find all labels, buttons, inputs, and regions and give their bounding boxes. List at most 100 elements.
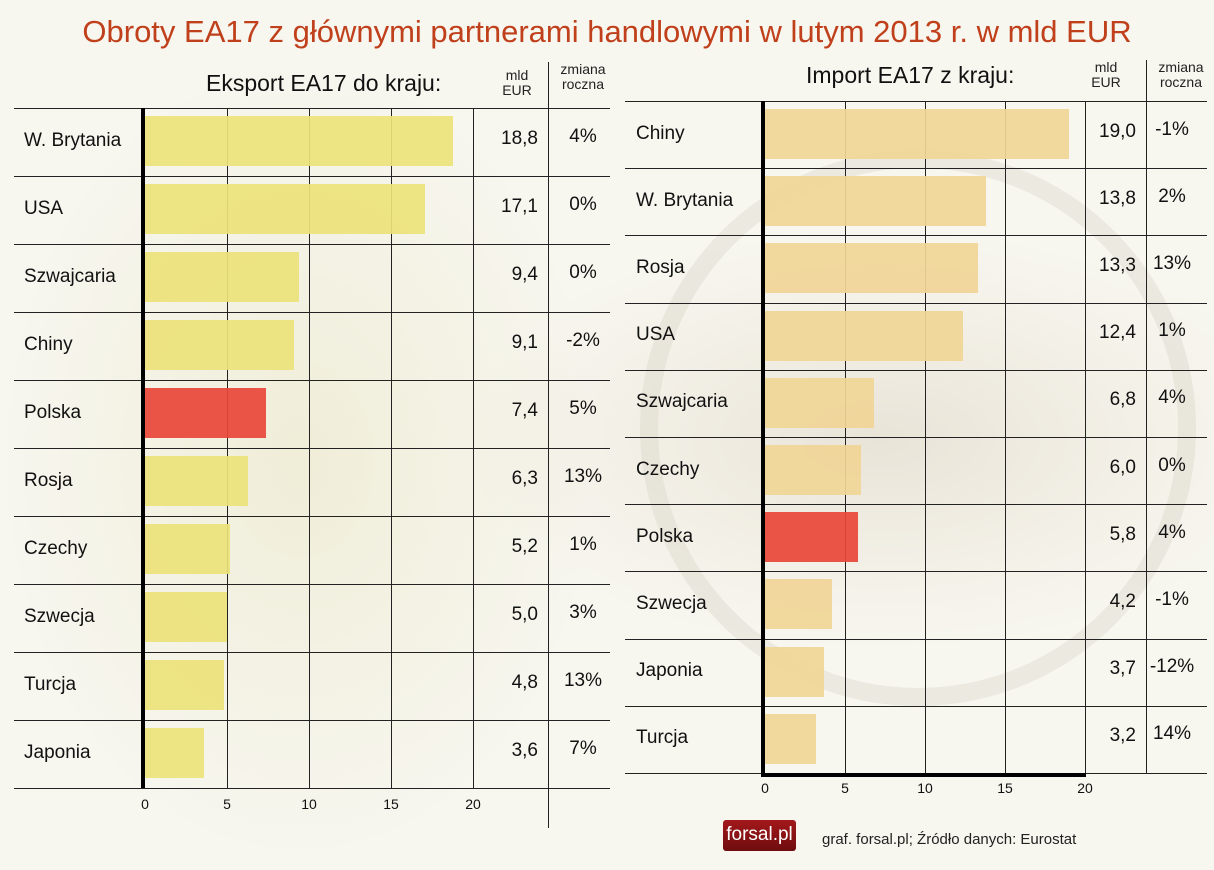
value-label: 5,2 xyxy=(511,536,538,557)
value-label: 3,2 xyxy=(1109,725,1136,747)
value-label: 17,1 xyxy=(501,196,538,217)
change-label: 0% xyxy=(569,194,597,215)
bar-usa xyxy=(145,184,426,234)
x-tick-label: 20 xyxy=(465,796,481,812)
value-label: 4,8 xyxy=(511,672,538,693)
bar-wbrytania xyxy=(145,116,454,166)
value-label: 6,8 xyxy=(1109,389,1136,411)
change-label: -1% xyxy=(1155,589,1189,610)
change-label: -2% xyxy=(566,330,600,351)
row-divider xyxy=(625,638,1207,640)
value-label: 19,0 xyxy=(1099,120,1136,142)
change-header: zmiana roczna xyxy=(560,61,606,92)
category-label: W. Brytania xyxy=(636,189,734,211)
row-divider xyxy=(14,516,610,517)
change-label: -12% xyxy=(1149,656,1195,678)
x-tick-label: 10 xyxy=(301,796,317,812)
value-label: 13,8 xyxy=(1099,187,1136,209)
category-label: Japonia xyxy=(636,660,703,682)
panel-title: Import EA17 z kraju: xyxy=(806,62,1015,88)
value-label: 12,4 xyxy=(1099,322,1136,344)
x-tick-label: 20 xyxy=(1077,780,1093,796)
row-divider xyxy=(14,584,610,585)
row-divider xyxy=(625,168,1207,170)
value-label: 4,2 xyxy=(1109,591,1136,612)
change-label: 4% xyxy=(569,126,597,147)
bar-rosja xyxy=(145,456,249,506)
row-divider xyxy=(625,302,1207,304)
category-label: Czechy xyxy=(24,538,88,559)
row-divider xyxy=(14,448,610,449)
row-divider xyxy=(625,705,1207,707)
bar-rosja xyxy=(765,243,978,294)
category-label: Szwajcaria xyxy=(636,391,728,413)
category-label: Turcja xyxy=(636,727,689,749)
column-separator xyxy=(1146,60,1147,773)
change-label: 1% xyxy=(1158,320,1186,342)
category-label: W. Brytania xyxy=(24,130,122,151)
value-label: 18,8 xyxy=(501,128,538,149)
value-label: 5,0 xyxy=(511,604,538,625)
category-label: USA xyxy=(24,198,64,219)
forsal-logo: forsal.pl xyxy=(723,820,796,851)
category-label: Polska xyxy=(24,402,82,423)
row-divider xyxy=(14,244,610,245)
x-tick-label: 5 xyxy=(223,796,231,812)
panel-title: Eksport EA17 do kraju: xyxy=(206,70,442,96)
change-label: 1% xyxy=(569,534,597,555)
bar-turcja xyxy=(765,713,817,764)
bar-turcja xyxy=(145,660,224,710)
value-label: 9,4 xyxy=(511,264,538,285)
category-label: Rosja xyxy=(24,470,73,491)
bar-polska xyxy=(145,388,267,438)
row-divider xyxy=(625,504,1207,506)
change-label: 13% xyxy=(563,670,603,691)
category-label: Czechy xyxy=(636,458,700,480)
value-label: 3,7 xyxy=(1109,658,1136,680)
row-divider xyxy=(14,380,610,381)
bar-japonia xyxy=(145,728,205,778)
change-label: 14% xyxy=(1152,723,1192,745)
change-label: 0% xyxy=(569,262,597,283)
change-label: 4% xyxy=(1158,521,1186,543)
value-label: 13,3 xyxy=(1099,255,1136,276)
bar-szwajcaria xyxy=(765,377,874,428)
x-tick-label: 15 xyxy=(997,780,1013,796)
row-divider xyxy=(625,101,1207,102)
value-header: mld EUR xyxy=(1091,59,1121,90)
row-divider xyxy=(625,369,1207,371)
bar-wbrytania xyxy=(765,176,986,227)
x-tick-label: 5 xyxy=(841,780,849,796)
bar-szwecja xyxy=(145,592,227,642)
category-label: USA xyxy=(636,324,676,346)
row-divider xyxy=(14,312,610,313)
background-euro-coin xyxy=(640,150,1196,706)
category-label: Turcja xyxy=(24,674,77,695)
value-label: 7,4 xyxy=(511,400,538,421)
value-label: 9,1 xyxy=(511,332,538,353)
category-label: Szwecja xyxy=(24,606,95,627)
change-label: -1% xyxy=(1155,118,1189,140)
category-label: Japonia xyxy=(24,742,91,763)
category-label: Chiny xyxy=(24,334,73,355)
change-label: 7% xyxy=(569,738,597,759)
value-label: 3,6 xyxy=(511,740,538,761)
value-label: 6,3 xyxy=(511,468,538,489)
bar-szwajcaria xyxy=(145,252,300,302)
change-label: 13% xyxy=(563,466,603,487)
row-divider xyxy=(14,652,610,653)
bar-chiny xyxy=(765,109,1069,159)
x-axis xyxy=(761,773,1086,777)
bar-czechy xyxy=(145,524,231,574)
change-label: 5% xyxy=(569,398,597,419)
row-divider xyxy=(625,571,1207,573)
bar-usa xyxy=(765,310,964,361)
y-axis xyxy=(141,108,145,788)
x-tick-label: 0 xyxy=(141,796,149,812)
bar-chiny xyxy=(145,320,295,370)
bar-japonia xyxy=(765,646,825,697)
change-label: 0% xyxy=(1158,454,1186,476)
row-divider xyxy=(14,176,610,177)
column-separator xyxy=(548,62,549,828)
row-divider xyxy=(14,108,610,109)
